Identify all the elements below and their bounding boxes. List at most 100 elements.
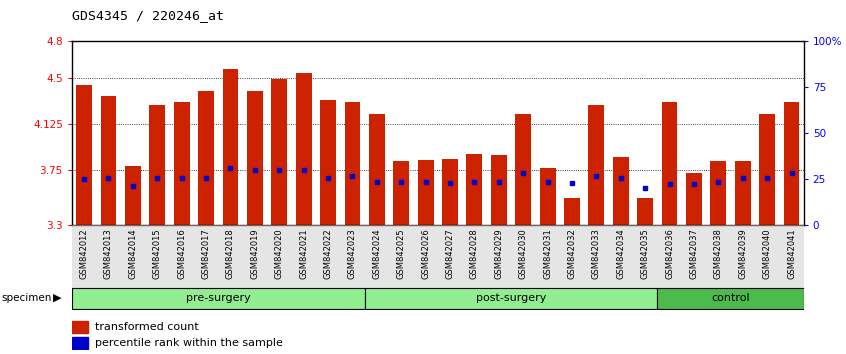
Text: post-surgery: post-surgery bbox=[475, 293, 547, 303]
Text: pre-surgery: pre-surgery bbox=[186, 293, 250, 303]
Bar bbox=[393, 161, 409, 225]
Text: GSM842034: GSM842034 bbox=[616, 228, 625, 279]
Text: GSM842027: GSM842027 bbox=[446, 228, 454, 279]
Text: GSM842040: GSM842040 bbox=[762, 228, 772, 279]
Bar bbox=[560, 225, 584, 289]
Bar bbox=[121, 225, 145, 289]
Bar bbox=[101, 96, 117, 225]
Text: GSM842038: GSM842038 bbox=[714, 228, 722, 279]
Bar bbox=[389, 225, 414, 289]
Text: GSM842030: GSM842030 bbox=[519, 228, 528, 279]
Text: GSM842041: GSM842041 bbox=[787, 228, 796, 279]
Bar bbox=[564, 198, 580, 225]
Text: GSM842039: GSM842039 bbox=[739, 228, 747, 279]
Text: GSM842025: GSM842025 bbox=[397, 228, 406, 279]
Bar bbox=[96, 225, 121, 289]
Bar bbox=[173, 102, 190, 225]
Text: GSM842018: GSM842018 bbox=[226, 228, 235, 279]
Text: GSM842024: GSM842024 bbox=[372, 228, 382, 279]
Bar bbox=[316, 225, 340, 289]
Bar bbox=[706, 225, 730, 289]
Text: GSM842019: GSM842019 bbox=[250, 228, 260, 279]
Bar bbox=[711, 161, 726, 225]
Bar bbox=[369, 114, 385, 225]
Bar bbox=[755, 225, 779, 289]
Bar bbox=[340, 225, 365, 289]
Bar bbox=[783, 102, 799, 225]
Bar bbox=[735, 161, 750, 225]
Bar bbox=[344, 102, 360, 225]
Text: transformed count: transformed count bbox=[96, 322, 199, 332]
Text: GSM842032: GSM842032 bbox=[568, 228, 576, 279]
Bar bbox=[194, 225, 218, 289]
Bar bbox=[296, 73, 311, 225]
Bar bbox=[76, 85, 92, 225]
Bar bbox=[589, 104, 604, 225]
Bar bbox=[637, 198, 653, 225]
Bar bbox=[462, 225, 486, 289]
Text: GSM842029: GSM842029 bbox=[494, 228, 503, 279]
Text: GDS4345 / 220246_at: GDS4345 / 220246_at bbox=[72, 9, 224, 22]
Text: GSM842033: GSM842033 bbox=[592, 228, 601, 279]
Bar bbox=[218, 225, 243, 289]
Bar bbox=[466, 154, 482, 225]
Bar bbox=[682, 225, 706, 289]
Text: percentile rank within the sample: percentile rank within the sample bbox=[96, 338, 283, 348]
Bar bbox=[247, 91, 263, 225]
Text: GSM842012: GSM842012 bbox=[80, 228, 89, 279]
Bar bbox=[442, 159, 458, 225]
Bar bbox=[613, 157, 629, 225]
Bar bbox=[145, 225, 169, 289]
Bar bbox=[72, 321, 88, 333]
Text: GSM842013: GSM842013 bbox=[104, 228, 113, 279]
FancyBboxPatch shape bbox=[72, 288, 365, 309]
Bar bbox=[222, 69, 239, 225]
Text: GSM842021: GSM842021 bbox=[299, 228, 308, 279]
Bar bbox=[662, 102, 678, 225]
Text: GSM842026: GSM842026 bbox=[421, 228, 430, 279]
Bar bbox=[536, 225, 560, 289]
Text: control: control bbox=[711, 293, 750, 303]
Bar bbox=[511, 225, 536, 289]
Text: GSM842014: GSM842014 bbox=[129, 228, 137, 279]
Bar bbox=[198, 91, 214, 225]
Bar bbox=[759, 114, 775, 225]
Text: ▶: ▶ bbox=[53, 293, 62, 303]
Bar bbox=[365, 225, 389, 289]
Bar bbox=[418, 160, 433, 225]
Bar bbox=[267, 225, 291, 289]
Bar bbox=[633, 225, 657, 289]
Text: GSM842022: GSM842022 bbox=[323, 228, 332, 279]
Bar bbox=[272, 79, 287, 225]
Bar bbox=[779, 225, 804, 289]
Bar bbox=[608, 225, 633, 289]
Bar bbox=[657, 225, 682, 289]
FancyBboxPatch shape bbox=[365, 288, 657, 309]
Bar bbox=[540, 169, 556, 225]
Bar bbox=[169, 225, 194, 289]
Text: GSM842017: GSM842017 bbox=[201, 228, 211, 279]
Text: GSM842036: GSM842036 bbox=[665, 228, 674, 279]
Bar bbox=[438, 225, 462, 289]
Text: specimen: specimen bbox=[2, 293, 52, 303]
Bar bbox=[291, 225, 316, 289]
Text: GSM842035: GSM842035 bbox=[640, 228, 650, 279]
Bar bbox=[491, 155, 507, 225]
FancyBboxPatch shape bbox=[657, 288, 804, 309]
Text: GSM842037: GSM842037 bbox=[689, 228, 699, 279]
Bar bbox=[414, 225, 438, 289]
Text: GSM842015: GSM842015 bbox=[153, 228, 162, 279]
Bar bbox=[686, 173, 702, 225]
Bar bbox=[150, 104, 165, 225]
Bar bbox=[730, 225, 755, 289]
Bar bbox=[72, 337, 88, 349]
Bar bbox=[584, 225, 608, 289]
Bar bbox=[125, 166, 140, 225]
Bar bbox=[243, 225, 267, 289]
Bar bbox=[486, 225, 511, 289]
Text: GSM842016: GSM842016 bbox=[177, 228, 186, 279]
Text: GSM842020: GSM842020 bbox=[275, 228, 283, 279]
Bar bbox=[320, 99, 336, 225]
Bar bbox=[72, 225, 96, 289]
Text: GSM842031: GSM842031 bbox=[543, 228, 552, 279]
